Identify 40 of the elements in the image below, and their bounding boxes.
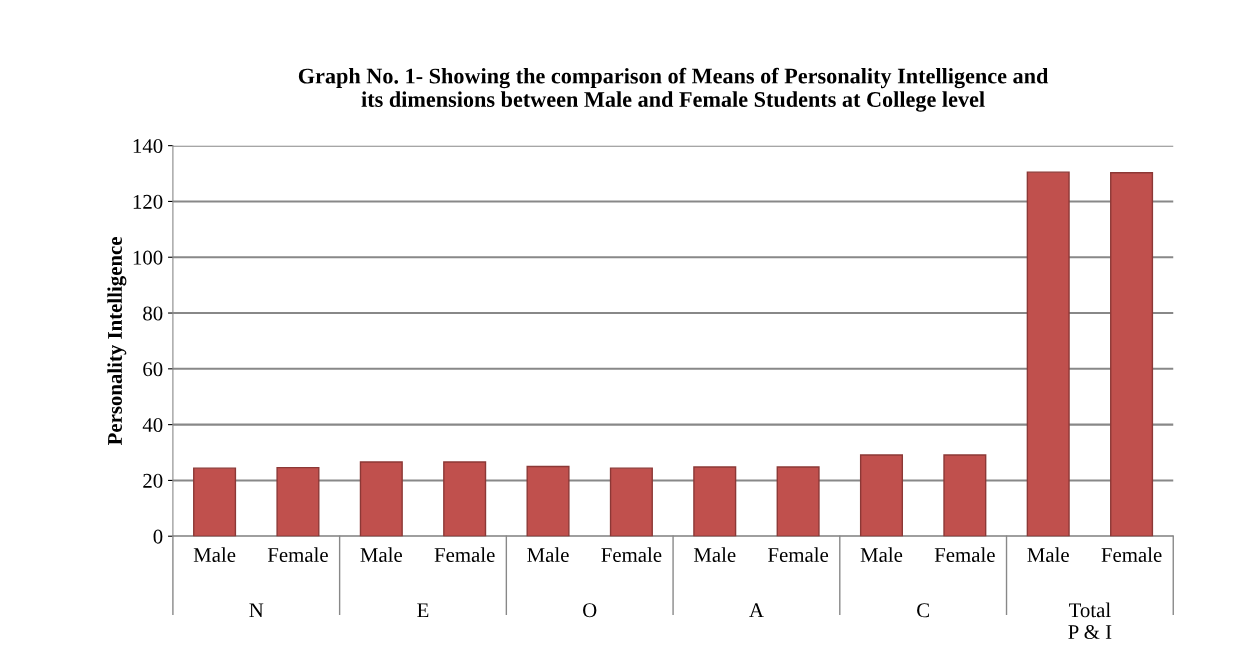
- y-tick-label: 0: [153, 529, 163, 544]
- x-tick-label: Female: [768, 547, 829, 562]
- y-tick-label: 20: [143, 473, 163, 488]
- x-tick-label: Male: [527, 547, 569, 562]
- x-tick-label: Male: [693, 547, 736, 562]
- y-tick-label: 120: [133, 194, 163, 209]
- bar: [1026, 171, 1070, 537]
- x-tick-label: Female: [601, 547, 662, 562]
- text: O: [583, 603, 597, 618]
- x-tick-label: Male: [1027, 547, 1069, 562]
- x-tick-label: Male: [860, 547, 903, 562]
- bar: [859, 454, 904, 537]
- y-axis-title: Personality Intelligence: [107, 237, 127, 446]
- y-tick-label: 100: [133, 250, 163, 265]
- x-tick-label: Male: [360, 547, 402, 562]
- bar: [359, 461, 403, 537]
- y-tick-label: 140: [133, 139, 163, 154]
- x-tick-label: Female: [1101, 547, 1162, 562]
- bar: [943, 454, 987, 537]
- text: C: [917, 603, 929, 618]
- text: E: [417, 603, 429, 618]
- bar: [193, 467, 237, 537]
- y-tick-label: 60: [143, 362, 163, 377]
- text: A: [749, 603, 764, 618]
- text: Total P & I: [1068, 602, 1112, 640]
- bar: [526, 465, 570, 537]
- text: N: [249, 603, 264, 618]
- x-tick-label: Male: [193, 547, 236, 562]
- x-tick-label: Female: [934, 547, 995, 562]
- x-tick-label: Female: [434, 547, 495, 562]
- bar: [1110, 172, 1154, 537]
- bar: [276, 466, 320, 537]
- bar: [443, 461, 487, 537]
- bar: [693, 466, 737, 537]
- x-tick-label: Female: [267, 547, 328, 562]
- chart-title: Graph No. 1- Showing the comparison of Means of Personality Intelligence and its dimensions between Male and Female Students at College level: [298, 67, 1049, 112]
- bar: [609, 467, 653, 537]
- y-tick-label: 80: [143, 306, 163, 321]
- bar: [776, 466, 820, 537]
- y-tick-label: 40: [142, 418, 163, 433]
